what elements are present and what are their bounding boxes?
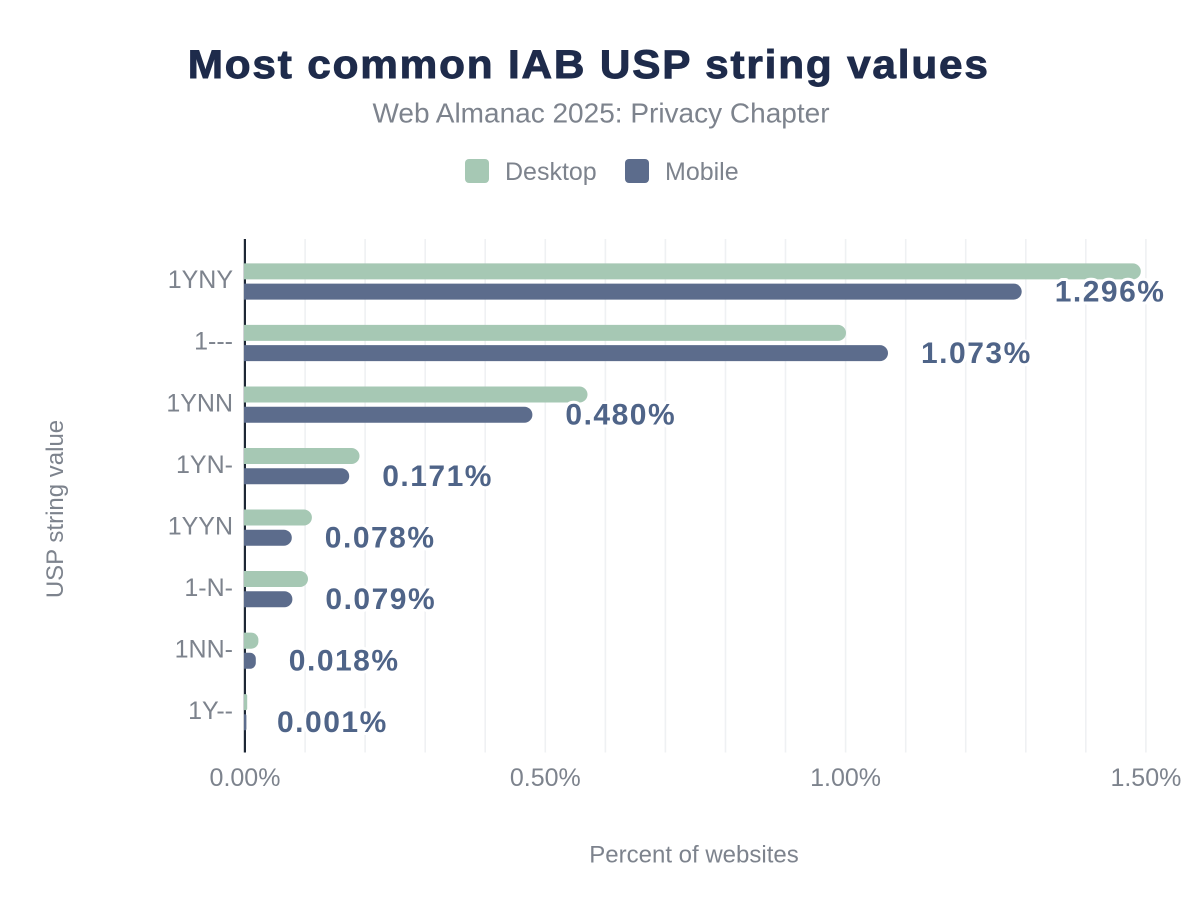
svg-text:0.00%: 0.00% <box>210 764 281 792</box>
svg-text:1YNY: 1YNY <box>168 266 234 294</box>
svg-text:1NN-: 1NN- <box>175 635 233 663</box>
svg-text:Percent of websites: Percent of websites <box>589 842 798 869</box>
svg-text:0.079%: 0.079% <box>325 583 436 616</box>
svg-text:1YYN: 1YYN <box>168 512 233 540</box>
svg-text:0.001%: 0.001% <box>277 706 388 739</box>
svg-text:Web Almanac 2025: Privacy Chap: Web Almanac 2025: Privacy Chapter <box>372 98 829 129</box>
svg-text:0.50%: 0.50% <box>510 764 581 792</box>
svg-text:1-N-: 1-N- <box>184 574 233 602</box>
svg-text:Most common IAB USP string val: Most common IAB USP string values <box>188 42 990 87</box>
svg-text:1YN-: 1YN- <box>176 451 233 479</box>
svg-text:1.296%: 1.296% <box>1055 275 1166 308</box>
svg-text:0.078%: 0.078% <box>325 522 436 555</box>
svg-text:0.018%: 0.018% <box>289 645 400 678</box>
svg-text:1YNN: 1YNN <box>166 389 233 417</box>
svg-text:USP string value: USP string value <box>42 420 69 598</box>
svg-text:Mobile: Mobile <box>665 158 739 186</box>
svg-text:Desktop: Desktop <box>505 158 597 186</box>
svg-text:1.50%: 1.50% <box>1110 764 1181 792</box>
svg-text:0.480%: 0.480% <box>565 399 676 432</box>
svg-text:1Y--: 1Y-- <box>188 697 233 725</box>
svg-text:1.073%: 1.073% <box>921 337 1032 370</box>
svg-text:0.171%: 0.171% <box>382 460 493 493</box>
svg-text:1.00%: 1.00% <box>810 764 881 792</box>
svg-text:1---: 1--- <box>194 328 233 356</box>
